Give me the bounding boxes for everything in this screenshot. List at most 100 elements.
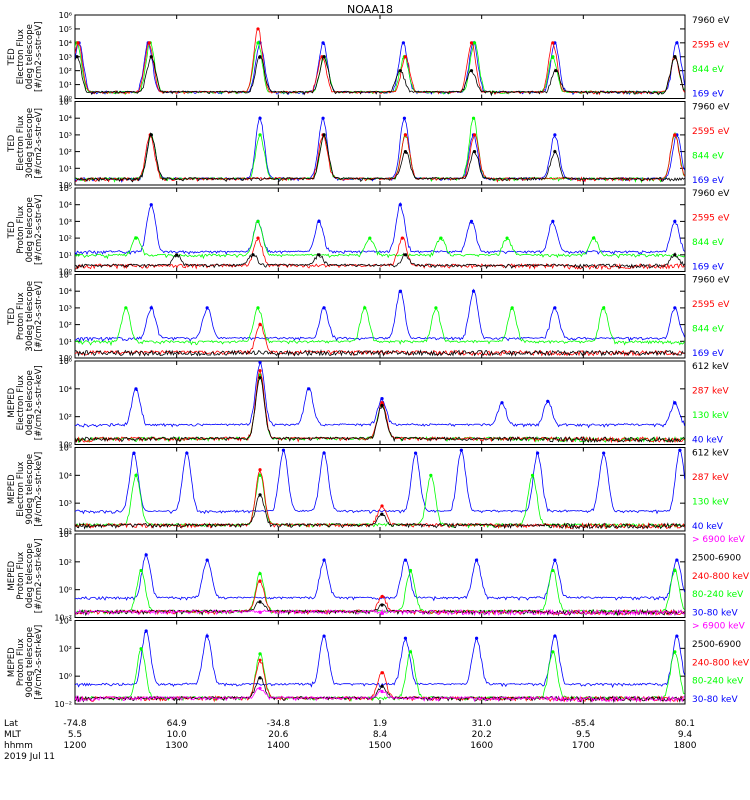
series-trace bbox=[75, 322, 685, 357]
data-point bbox=[322, 558, 326, 562]
y-tick-label: 10⁵ bbox=[59, 184, 72, 193]
series-80-240-kev bbox=[75, 647, 685, 702]
y-axis-label: [#/cm2-s-str-eV] bbox=[34, 281, 44, 351]
legend-entry: 2595 eV bbox=[692, 214, 730, 224]
legend-entry: 40 keV bbox=[692, 436, 724, 446]
data-point bbox=[380, 396, 384, 401]
data-point bbox=[380, 689, 384, 694]
series-trace bbox=[75, 469, 685, 530]
y-axis-label: [#/cm2-s-str-keV] bbox=[34, 452, 44, 527]
y-tick-label: 10⁰ bbox=[59, 354, 72, 363]
y-axis-label: 30deg telescope bbox=[25, 108, 35, 179]
y-axis-label: TED bbox=[7, 134, 17, 153]
legend-entry: 130 keV bbox=[692, 498, 729, 508]
y-axis-label: [#/cm2-s-str-keV] bbox=[34, 625, 44, 700]
data-point bbox=[363, 306, 367, 310]
legend-entry: 7960 eV bbox=[692, 276, 730, 286]
series-7960-ev bbox=[75, 252, 685, 270]
series-trace bbox=[75, 369, 685, 444]
y-axis-label: Proton Flux bbox=[16, 292, 26, 340]
data-point bbox=[75, 55, 79, 59]
data-point bbox=[258, 376, 262, 380]
series-169-ev bbox=[75, 40, 685, 96]
y-axis-label: 30deg telescope bbox=[25, 281, 35, 352]
data-point bbox=[551, 219, 555, 223]
legend-entry: 844 eV bbox=[692, 65, 725, 75]
data-point bbox=[134, 473, 138, 477]
data-point bbox=[408, 650, 413, 654]
data-point bbox=[510, 306, 514, 310]
panel-data bbox=[75, 448, 685, 530]
y-tick-label: 10⁶ bbox=[59, 11, 72, 20]
data-point bbox=[505, 236, 509, 240]
legend-entry: 240-800 keV bbox=[692, 572, 750, 582]
series-trace bbox=[75, 552, 685, 602]
legend-entry: 844 eV bbox=[692, 238, 725, 248]
y-axis-label: 0deg telescope bbox=[25, 370, 35, 435]
footer-lat-value: 80.1 bbox=[675, 719, 695, 729]
data-point bbox=[673, 401, 677, 405]
data-point bbox=[551, 55, 555, 59]
legend-entry: > 6900 keV bbox=[692, 622, 746, 632]
legend-entry: 612 keV bbox=[692, 362, 729, 372]
data-point bbox=[535, 451, 540, 455]
data-point bbox=[258, 361, 262, 364]
footer-mlt-value: 5.5 bbox=[68, 730, 82, 740]
y-axis-label: MEPED bbox=[7, 387, 17, 417]
data-point bbox=[317, 253, 321, 257]
data-point bbox=[673, 253, 677, 257]
data-point bbox=[76, 41, 80, 45]
data-point bbox=[307, 387, 311, 391]
y-tick-label: 10⁴ bbox=[59, 39, 72, 48]
panel-data bbox=[75, 116, 685, 184]
series-trace bbox=[75, 448, 685, 515]
series-trace bbox=[75, 288, 685, 343]
panel-5: 10⁰ 10² 10⁴ 10⁶ MEPED Electron Flux 0deg teles… bbox=[7, 357, 729, 450]
y-axis-label: MEPED bbox=[7, 647, 17, 677]
data-point bbox=[380, 611, 384, 615]
data-point bbox=[380, 403, 384, 408]
data-point bbox=[124, 306, 128, 310]
data-point bbox=[429, 473, 433, 477]
data-point bbox=[368, 236, 372, 240]
series-trace bbox=[75, 27, 685, 96]
legend-entry: 30-80 keV bbox=[692, 609, 738, 619]
legend-entry: 844 eV bbox=[692, 152, 725, 162]
series-trace bbox=[75, 116, 685, 183]
legend-entry: 7960 eV bbox=[692, 16, 730, 26]
data-point bbox=[258, 493, 262, 497]
footer-row-label: Lat bbox=[4, 719, 19, 729]
series-trace bbox=[75, 630, 685, 689]
data-point bbox=[591, 236, 596, 240]
footer-date: 2019 Jul 11 bbox=[4, 752, 55, 762]
data-point bbox=[402, 116, 406, 120]
y-tick-label: 10³ bbox=[59, 131, 72, 140]
series-612-kev bbox=[75, 376, 685, 443]
legend-entry: 169 eV bbox=[692, 176, 725, 186]
y-tick-label: 10⁻² bbox=[54, 700, 72, 709]
data-point bbox=[553, 150, 557, 154]
series-40-kev bbox=[75, 361, 685, 429]
legend-entry: 612 keV bbox=[692, 449, 729, 459]
legend-entry: > 6900 keV bbox=[692, 535, 746, 545]
panel-3: 10⁰ 10¹ 10² 10³ 10⁴ 10⁵ TED Proton Flux 0deg tel… bbox=[7, 184, 730, 277]
data-point bbox=[144, 553, 148, 557]
data-point bbox=[134, 236, 138, 240]
y-axis-label: TED bbox=[7, 221, 17, 240]
data-point bbox=[258, 600, 262, 604]
footer-mlt-value: 10.0 bbox=[167, 730, 187, 740]
data-point bbox=[472, 150, 477, 154]
legend-entry: 2595 eV bbox=[692, 300, 730, 310]
data-point bbox=[322, 451, 326, 455]
data-point bbox=[322, 55, 326, 59]
footer-hhmm-value: 1600 bbox=[470, 741, 493, 751]
y-axis-label: Proton Flux bbox=[16, 552, 26, 600]
series-7960-ev bbox=[75, 132, 685, 183]
y-axis-label: Electron Flux bbox=[16, 29, 26, 84]
data-point bbox=[459, 448, 463, 452]
panel-data bbox=[75, 201, 685, 271]
footer-mlt-value: 20.6 bbox=[268, 730, 288, 740]
footer-mlt-value: 8.4 bbox=[373, 730, 388, 740]
series-trace bbox=[75, 40, 685, 96]
legend-entry: 80-240 keV bbox=[692, 677, 744, 687]
